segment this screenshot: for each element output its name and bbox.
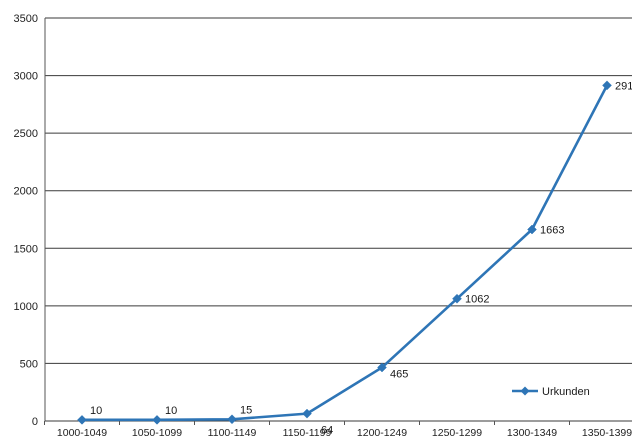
series-urkunden bbox=[77, 80, 612, 425]
series-line bbox=[82, 84, 609, 422]
y-axis-ticks: 0 500 1000 1500 2000 2500 3000 3500 bbox=[14, 13, 38, 428]
y-tick-label: 1500 bbox=[14, 243, 38, 255]
data-point-marker bbox=[77, 414, 87, 425]
y-tick-label: 0 bbox=[32, 416, 38, 428]
y-tick-label: 2500 bbox=[14, 128, 38, 140]
y-tick-label: 3000 bbox=[14, 71, 38, 83]
data-label: 15 bbox=[240, 404, 252, 416]
data-point-marker bbox=[377, 362, 387, 373]
y-tick-label: 500 bbox=[20, 358, 38, 370]
x-tick-label: 1100-1149 bbox=[208, 427, 257, 436]
data-point-marker bbox=[152, 414, 162, 425]
x-tick-label: 1050-1099 bbox=[132, 427, 182, 436]
x-axis-ticks: 1000-1049 1050-1099 1100-1149 1150-1199 1200… bbox=[44, 421, 632, 436]
data-point-marker bbox=[227, 414, 237, 425]
data-label: 465 bbox=[390, 368, 408, 380]
y-tick-label: 1000 bbox=[14, 301, 38, 313]
data-point-marker bbox=[452, 293, 462, 304]
legend-marker bbox=[520, 386, 530, 396]
x-tick-label: 1200-1249 bbox=[357, 427, 407, 436]
x-tick-label: 1350-1399 bbox=[582, 427, 632, 436]
x-tick-label: 1150-1199 bbox=[283, 427, 332, 436]
legend: Urkunden bbox=[512, 386, 590, 398]
legend-label: Urkunden bbox=[542, 386, 590, 398]
data-label: 1062 bbox=[465, 294, 489, 306]
x-tick-label: 1300-1349 bbox=[507, 427, 557, 436]
data-label: 1663 bbox=[540, 225, 564, 237]
data-label: 64 bbox=[321, 425, 333, 436]
gridlines bbox=[45, 17, 632, 364]
x-tick-label: 1000-1049 bbox=[57, 427, 107, 436]
data-label: 10 bbox=[90, 405, 102, 417]
data-label: 10 bbox=[165, 405, 177, 417]
x-tick-label: 1250-1299 bbox=[432, 427, 482, 436]
axes bbox=[44, 18, 632, 422]
y-tick-label: 2000 bbox=[14, 186, 38, 198]
data-point-marker bbox=[302, 408, 312, 419]
data-point-marker bbox=[602, 80, 612, 91]
data-labels: 10 10 15 64 465 1062 1663 2915 bbox=[90, 80, 632, 436]
data-label: 2915 bbox=[615, 80, 632, 92]
y-tick-label: 3500 bbox=[14, 13, 38, 25]
data-point-marker bbox=[527, 224, 537, 235]
